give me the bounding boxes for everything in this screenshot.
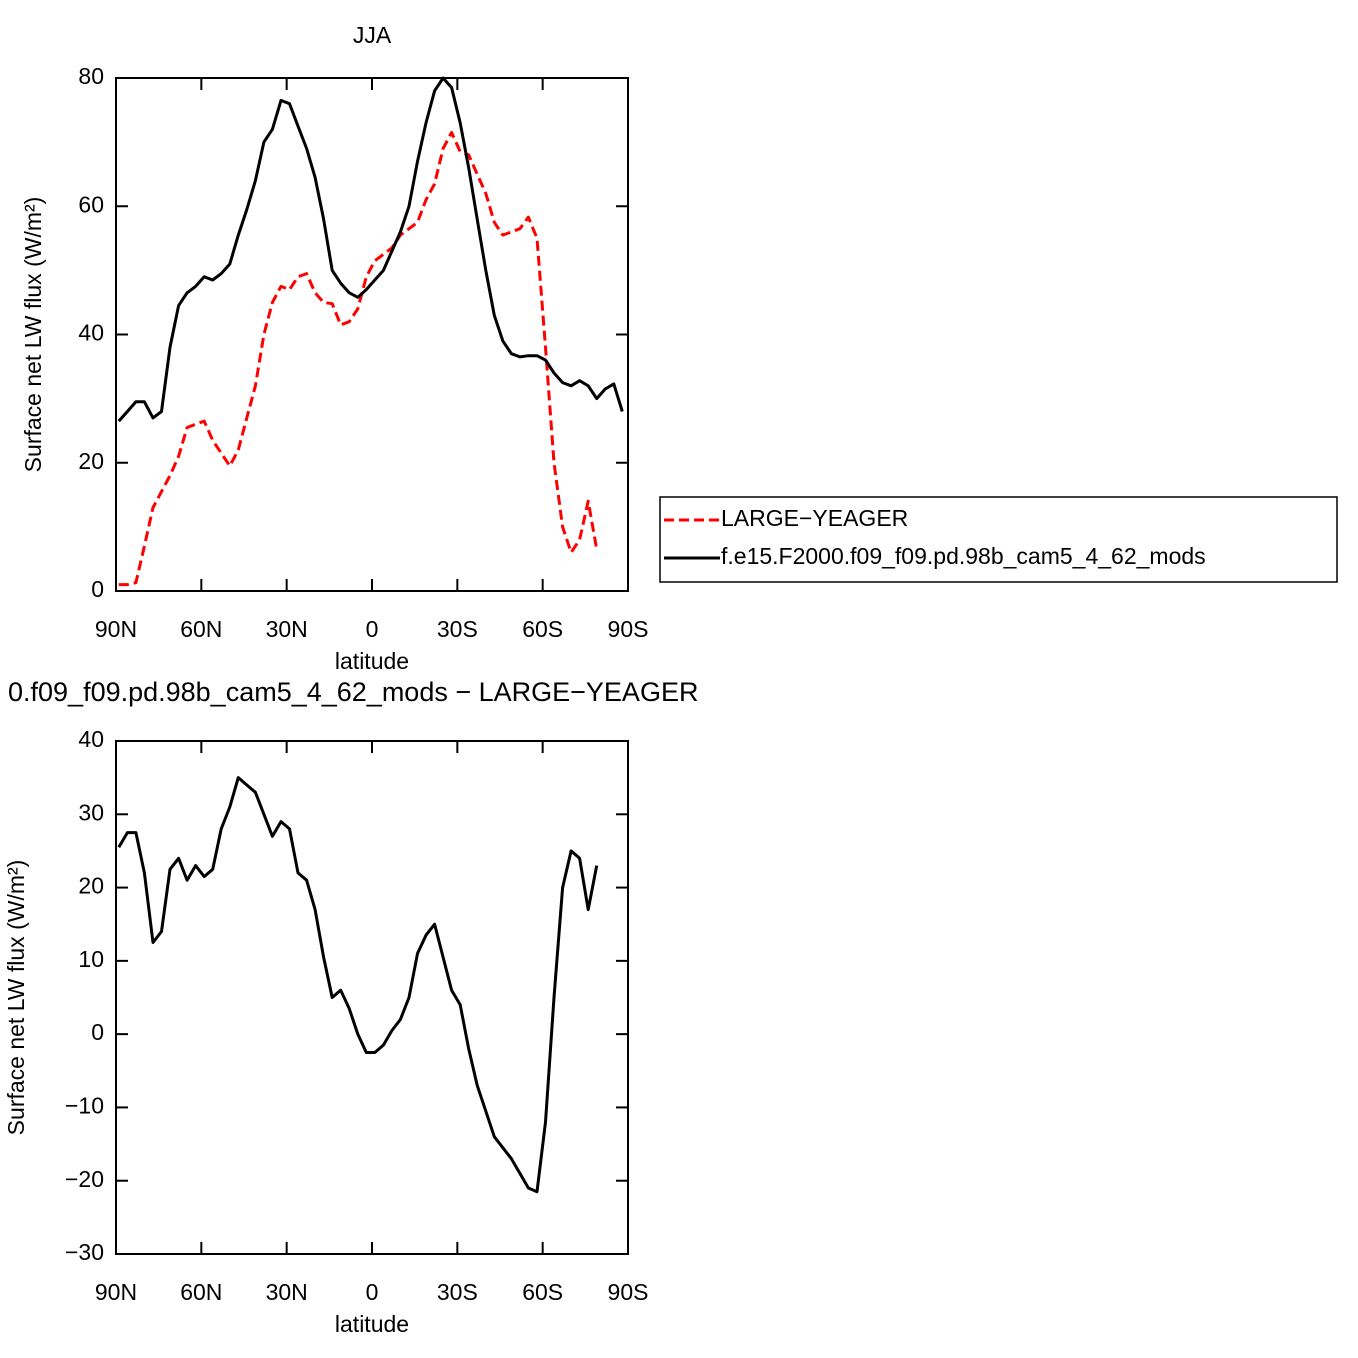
- y-tick-label: 20: [78, 448, 104, 474]
- y-tick-label: 10: [78, 946, 104, 972]
- y-tick-label: 0: [91, 576, 104, 602]
- x-tick-label: 30S: [437, 616, 478, 642]
- x-tick-label: 30S: [437, 1279, 478, 1305]
- legend-label: LARGE−YEAGER: [721, 505, 908, 531]
- legend-label: f.e15.F2000.f09_f09.pd.98b_cam5_4_62_mod…: [721, 543, 1206, 569]
- x-tick-label: 60S: [522, 616, 563, 642]
- y-tick-label: 60: [78, 191, 104, 217]
- x-tick-label: 60N: [180, 1279, 222, 1305]
- x-tick-label: 30N: [266, 1279, 308, 1305]
- x-tick-label: 90N: [95, 1279, 137, 1305]
- x-tick-label: 0: [366, 616, 379, 642]
- x-tick-label: 0: [366, 1279, 379, 1305]
- x-tick-label: 60S: [522, 1279, 563, 1305]
- series-line: [118, 131, 599, 587]
- x-axis-label: latitude: [335, 1311, 409, 1337]
- y-tick-label: −20: [65, 1166, 104, 1192]
- y-tick-label: 40: [78, 726, 104, 752]
- series-line: [117, 76, 624, 423]
- chart-title: JJA: [353, 22, 392, 48]
- y-tick-label: 30: [78, 799, 104, 825]
- y-tick-label: 40: [78, 320, 104, 346]
- y-tick-label: 0: [91, 1019, 104, 1045]
- x-tick-label: 60N: [180, 616, 222, 642]
- y-tick-label: 80: [78, 63, 104, 89]
- x-tick-label: 90S: [608, 616, 649, 642]
- chart-title: 0.f09_f09.pd.98b_cam5_4_62_mods − LARGE−…: [8, 677, 698, 707]
- series-line: [117, 776, 599, 1194]
- y-tick-label: 20: [78, 873, 104, 899]
- x-tick-label: 90N: [95, 616, 137, 642]
- y-tick-label: −30: [65, 1239, 104, 1265]
- y-axis-label: Surface net LW flux (W/m²): [20, 197, 46, 473]
- y-tick-label: −10: [65, 1093, 104, 1119]
- x-axis-label: latitude: [335, 648, 409, 674]
- y-axis-label: Surface net LW flux (W/m²): [3, 860, 29, 1136]
- x-tick-label: 30N: [266, 616, 308, 642]
- legend-box: [659, 496, 1338, 583]
- plot-frame: [115, 740, 629, 1255]
- x-tick-label: 90S: [608, 1279, 649, 1305]
- plot-frame: [115, 77, 629, 592]
